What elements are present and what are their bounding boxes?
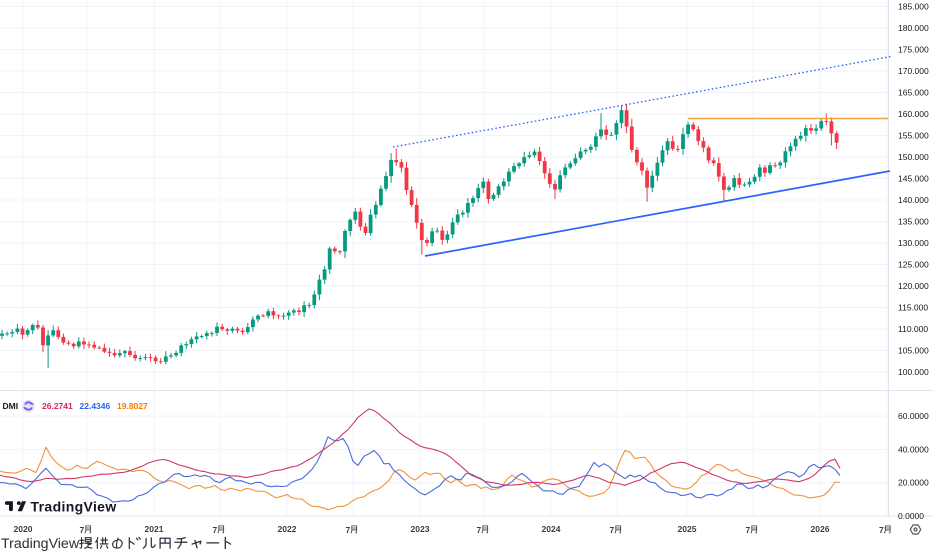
svg-text:2020: 2020 bbox=[14, 524, 33, 534]
svg-text:7: 7 bbox=[80, 525, 85, 535]
svg-text:110.000: 110.000 bbox=[898, 324, 928, 334]
svg-text:125.000: 125.000 bbox=[898, 260, 929, 270]
svg-text:7: 7 bbox=[477, 525, 482, 535]
svg-text:120.000: 120.000 bbox=[898, 281, 929, 291]
svg-text:26.2741: 26.2741 bbox=[42, 401, 73, 411]
svg-text:40.0000: 40.0000 bbox=[898, 444, 929, 454]
svg-text:155.000: 155.000 bbox=[898, 131, 929, 141]
svg-text:7: 7 bbox=[746, 525, 751, 535]
svg-text:2023: 2023 bbox=[411, 524, 430, 534]
svg-text:2021: 2021 bbox=[145, 524, 164, 534]
svg-text:135.000: 135.000 bbox=[898, 217, 929, 227]
svg-text:0.0000: 0.0000 bbox=[898, 511, 924, 521]
svg-text:105.000: 105.000 bbox=[898, 346, 929, 356]
svg-text:175.000: 175.000 bbox=[898, 45, 929, 55]
svg-text:185.000: 185.000 bbox=[898, 2, 929, 12]
svg-text:145.000: 145.000 bbox=[898, 174, 929, 184]
svg-text:2026: 2026 bbox=[811, 524, 830, 534]
svg-text:100.000: 100.000 bbox=[898, 367, 929, 377]
svg-text:165.000: 165.000 bbox=[898, 88, 929, 98]
svg-text:7: 7 bbox=[346, 525, 351, 535]
svg-text:150.000: 150.000 bbox=[898, 152, 929, 162]
svg-text:22.4346: 22.4346 bbox=[80, 401, 111, 411]
svg-text:7: 7 bbox=[610, 525, 615, 535]
svg-text:60.0000: 60.0000 bbox=[898, 411, 929, 421]
svg-text:19.8027: 19.8027 bbox=[117, 401, 148, 411]
svg-text:130.000: 130.000 bbox=[898, 238, 929, 248]
svg-text:2024: 2024 bbox=[542, 524, 561, 534]
svg-text:DMI: DMI bbox=[3, 401, 19, 411]
svg-text:2025: 2025 bbox=[678, 524, 697, 534]
svg-text:115.000: 115.000 bbox=[898, 303, 928, 313]
svg-text:180.000: 180.000 bbox=[898, 23, 929, 33]
svg-text:2022: 2022 bbox=[278, 524, 297, 534]
svg-text:160.000: 160.000 bbox=[898, 109, 929, 119]
svg-text:7: 7 bbox=[213, 525, 218, 535]
svg-text:140.000: 140.000 bbox=[898, 195, 929, 205]
svg-text:20.0000: 20.0000 bbox=[898, 478, 929, 488]
svg-text:TradingView: TradingView bbox=[1, 536, 80, 551]
svg-text:TradingView: TradingView bbox=[31, 499, 117, 515]
svg-text:170.000: 170.000 bbox=[898, 66, 929, 76]
svg-text:7: 7 bbox=[879, 525, 884, 535]
